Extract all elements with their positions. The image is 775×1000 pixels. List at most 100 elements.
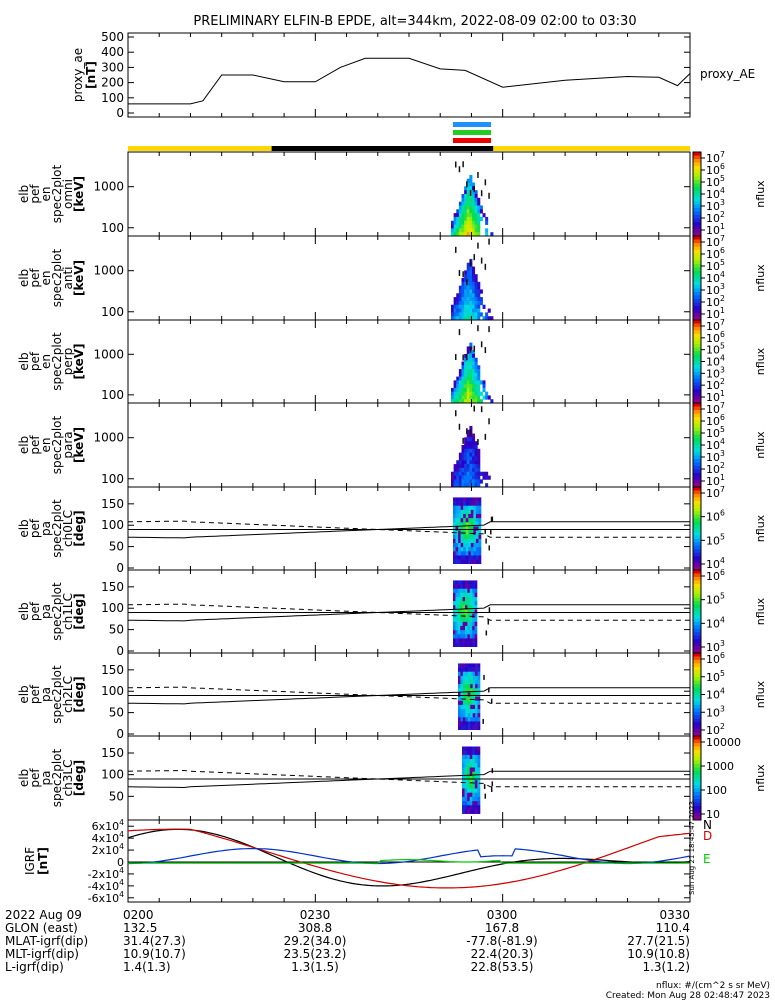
pa-cell [473,547,477,552]
colorbar-cell [693,351,701,356]
spectrogram-cell [464,270,468,275]
pa-cell [457,613,461,619]
pa-cell [474,630,478,635]
ylabel-igrf: IGRF [nT] [23,847,50,875]
spectrogram-cell [469,201,473,206]
pa-cell [467,792,471,798]
colorbar-cell [693,490,701,495]
colorbar-tick-label: 104 [706,437,725,452]
ylabel-line: spec2plot [50,582,64,641]
pa-cell [462,671,466,677]
pa-cell [478,543,482,548]
pa-cell [460,501,464,507]
spectrogram-cell [474,448,478,454]
pa-cell [453,505,456,511]
spectrogram-cell [477,464,481,469]
colorbar-cell [693,774,701,779]
pa-cell [469,584,473,590]
spectrogram-cell [474,456,478,461]
spectrogram-cell [466,395,470,400]
footer-cell: 10.9(10.8) [627,947,690,961]
spectrogram-cell [458,297,462,302]
pa-cell [465,700,469,706]
spectrogram-cell [477,312,481,317]
spectrogram-cell [466,190,470,195]
igrf-series-label: E [703,852,711,866]
ylabel-line: elb [17,269,31,287]
pa-cell [467,588,471,594]
ylabel-line: [nT] [84,61,98,89]
pa-cell [462,805,465,810]
pa-cell [465,509,469,515]
colorbar-cell [693,452,701,456]
spectrogram-cell [469,285,473,290]
spectrogram-cell [464,456,468,461]
ylabel-line: spec2plot [50,748,64,807]
spectrogram-cell [469,452,473,457]
spectrogram-cell [469,228,473,233]
y-tick-label: 6x104 [92,818,125,833]
pa-cell [465,596,468,602]
pa-cell [467,717,471,722]
pa-cell [460,601,463,606]
spectrogram-cell [461,293,465,298]
spectrogram-cell [469,376,473,381]
pa-cell [473,534,477,540]
spectrogram-cell [456,475,460,480]
spectrogram-cell [477,289,481,294]
pa-cell [468,505,472,511]
spectrogram-cell [458,456,462,461]
pa-cell [468,551,472,556]
pa-cell [455,605,459,610]
colorbar-tick-label: 105 [706,532,725,547]
y-tick-label: 50 [109,706,124,720]
colorbar-cell [693,403,701,407]
spectrogram-cell [474,190,478,195]
pa-cell [460,580,463,585]
colorbar-cell [693,438,701,442]
pa-cell [453,596,456,602]
spectrogram-cell [472,270,476,275]
spectrogram-cell [458,228,462,233]
ylabel-line: [deg] [72,593,86,629]
pa-cell [465,584,468,590]
pa-cell [457,609,461,614]
spectrogram-cell [477,213,481,218]
colorbar-label: nflux [754,597,767,625]
colorbar-cell [693,152,701,156]
pa-cell [468,555,472,560]
spectrogram-cell [474,376,478,381]
spectrogram-cell [477,452,481,457]
spectrogram-cell [472,464,476,469]
footer-cell: 0230 [300,908,331,922]
pa-cell [458,522,461,527]
pa-cell [469,788,473,793]
spectrogram-cell [480,341,483,348]
colorbar-tick-label: 102 [706,294,725,309]
ylabel-line: proxy_ae [71,48,85,102]
spectrogram-cell [469,479,473,484]
spectrogram-cell [477,475,481,480]
pa-cell [465,717,469,722]
spectrogram-cell [453,475,457,480]
ylabel-line: [deg] [72,510,86,546]
colorbar-cell [693,347,701,352]
pa-cell [472,596,475,602]
region-bar-dayside [493,146,690,151]
colorbar-tick-label: 104 [706,615,725,630]
pa-cell [472,613,475,619]
colorbar-label: nflux [754,431,767,459]
spectrogram-cell [455,161,457,168]
spectrogram-cell [469,197,473,203]
spectrogram-cell [469,316,473,321]
spectrogram-cell [487,308,491,313]
spectrogram-cell [469,220,473,225]
pa-cell [453,509,456,515]
colorbar-cell [693,445,701,449]
spectrogram-cell [456,387,460,393]
pa-cell [473,551,477,556]
pa-cell [467,780,471,785]
pa-cell [462,675,466,681]
pa-cell [475,497,479,502]
ylabel-line: [keV] [72,427,86,463]
